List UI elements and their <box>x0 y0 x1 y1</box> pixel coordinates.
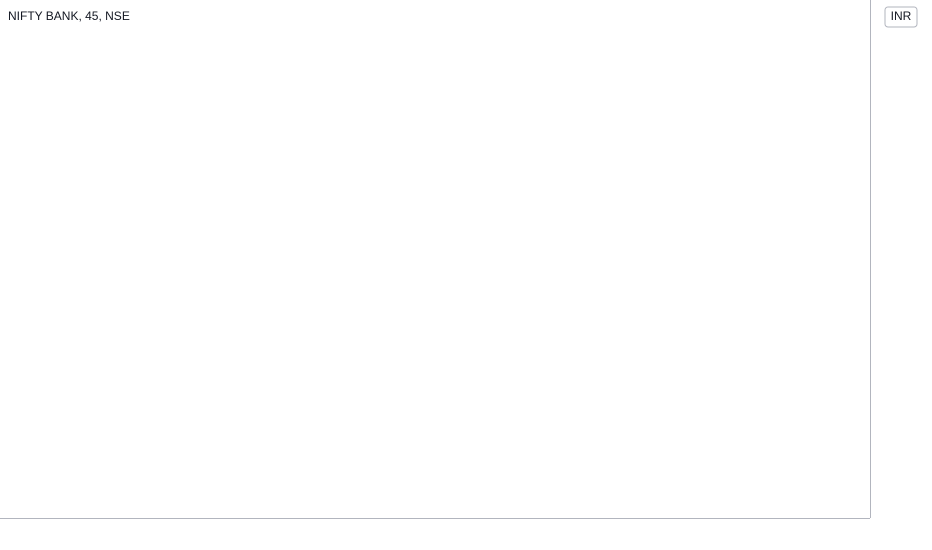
currency-box[interactable] <box>884 6 918 28</box>
currency: INR <box>891 9 912 23</box>
chart-title: NIFTY BANK, 45, NSE <box>8 9 130 23</box>
price-axis <box>870 0 932 518</box>
